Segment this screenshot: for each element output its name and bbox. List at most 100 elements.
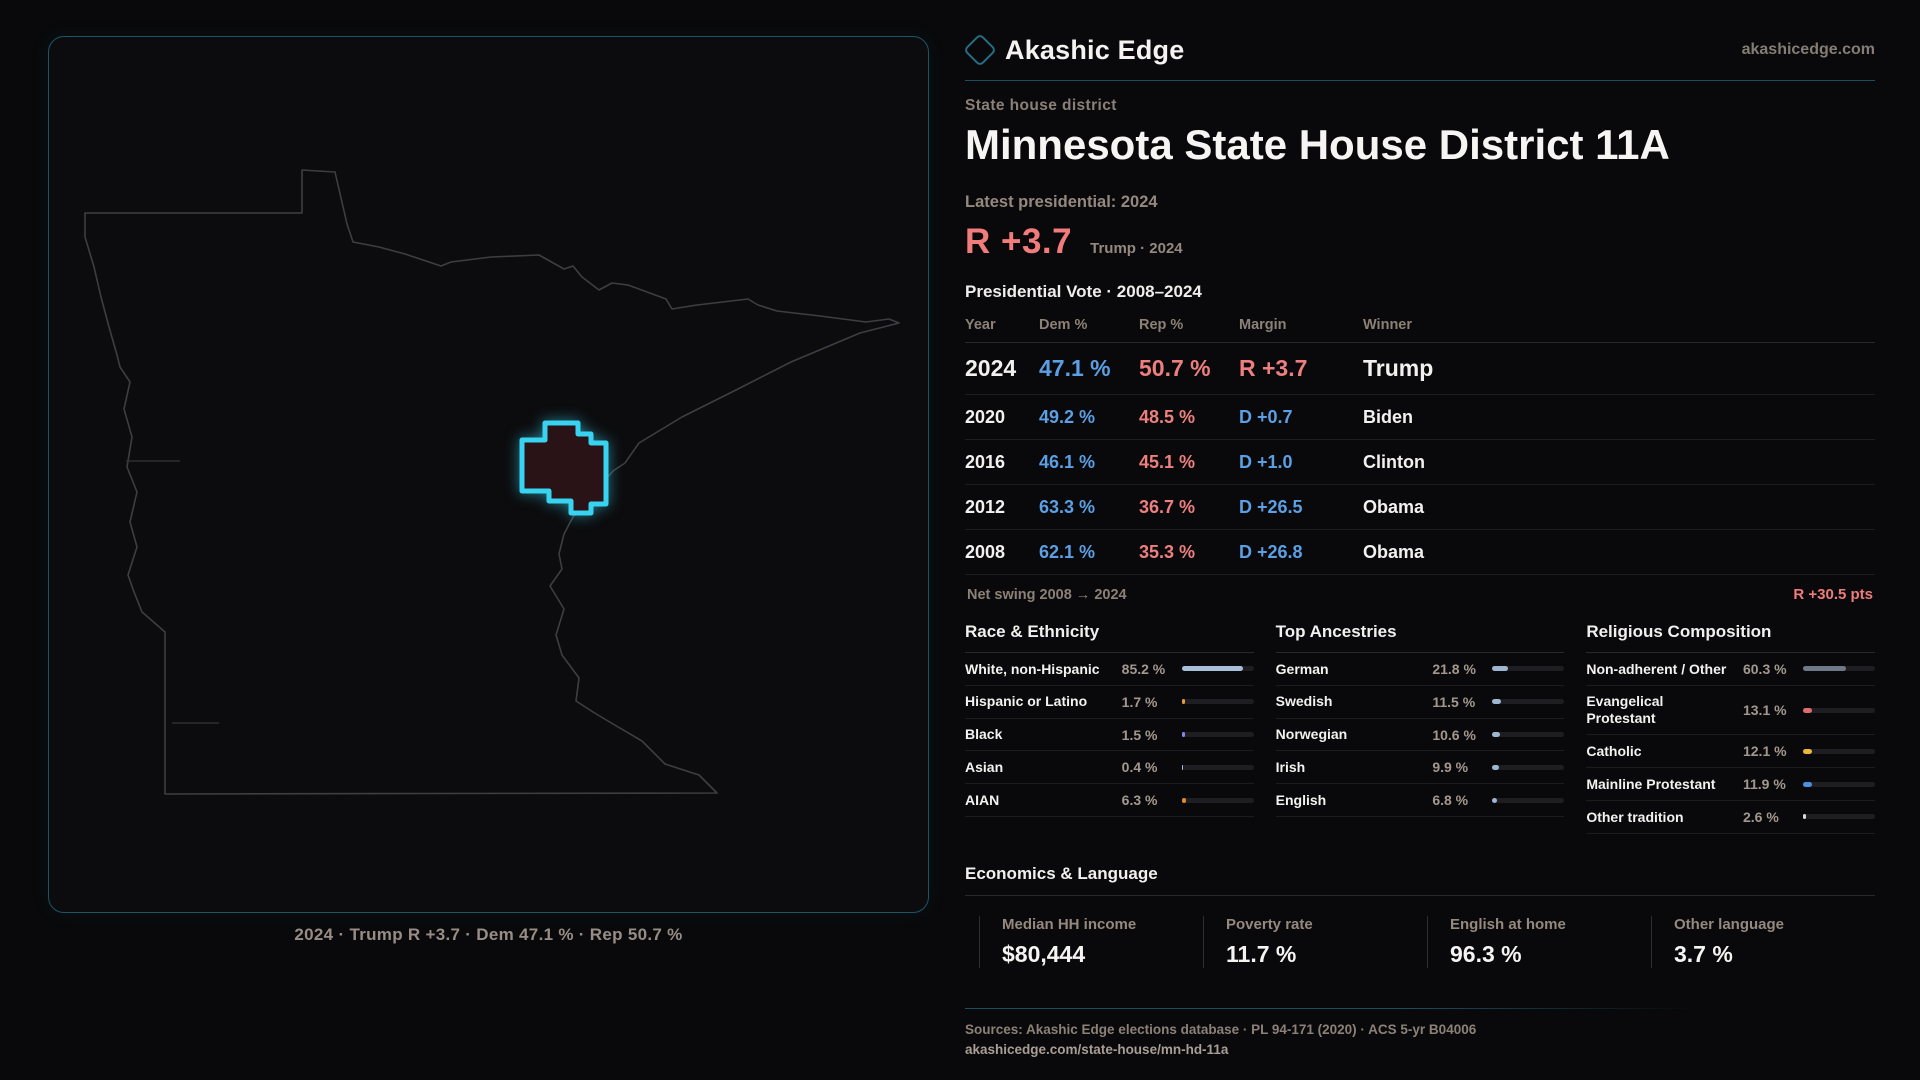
race-ethnicity-section: Race & Ethnicity White, non-Hispanic 85.2… bbox=[965, 622, 1254, 834]
race-ethnicity-list: White, non-Hispanic 85.2 % Hispanic or Lat… bbox=[965, 653, 1254, 818]
list-item: Swedish 11.5 % bbox=[1275, 686, 1565, 719]
winner-cell: Biden bbox=[1363, 395, 1875, 441]
demo-label: Irish bbox=[1275, 758, 1306, 775]
header: Akashic Edge akashicedge.com bbox=[963, 30, 1875, 70]
demo-bar-fill bbox=[1492, 732, 1500, 738]
stat-poverty-rate: Poverty rate 11.7 % bbox=[1203, 915, 1427, 968]
demo-label: Hispanic or Latino bbox=[965, 693, 1088, 710]
top-ancestries-section: Top Ancestries German 21.8 % Swedish 11.5 %… bbox=[1275, 622, 1565, 834]
demo-bar-fill bbox=[1802, 707, 1813, 713]
winner-cell: Clinton bbox=[1363, 440, 1875, 486]
report-panel: Akashic Edge akashicedge.com State house… bbox=[963, 30, 1875, 1057]
year-cell: 2008 bbox=[965, 530, 1039, 576]
table-row: 2016 46.1 % 45.1 % D +1.0 Clinton bbox=[965, 440, 1875, 486]
stat-label: Median HH income bbox=[1002, 915, 1137, 933]
rep-cell: 45.1 % bbox=[1139, 440, 1239, 486]
stat-other-language: Other language 3.7 % bbox=[1651, 915, 1875, 968]
rep-cell: 35.3 % bbox=[1139, 530, 1239, 576]
demo-bar-track bbox=[1492, 666, 1565, 672]
demo-label: Catholic bbox=[1586, 742, 1642, 759]
dem-cell: 46.1 % bbox=[1039, 440, 1139, 486]
demo-value: 10.6 % bbox=[1432, 726, 1476, 743]
year-cell: 2012 bbox=[965, 485, 1039, 531]
dem-cell: 62.1 % bbox=[1039, 530, 1139, 576]
demo-bar-track bbox=[1802, 707, 1875, 713]
demo-value: 21.8 % bbox=[1432, 660, 1476, 677]
demo-label: English bbox=[1275, 791, 1327, 808]
table-row: 2024 47.1 % 50.7 % R +3.7 Trump bbox=[965, 343, 1875, 396]
demo-bar-track bbox=[1181, 699, 1254, 705]
demo-bar-track bbox=[1802, 748, 1875, 754]
demographics-grid: Race & Ethnicity White, non-Hispanic 85.2… bbox=[965, 622, 1875, 834]
dem-cell: 49.2 % bbox=[1039, 395, 1139, 441]
economics-title: Economics & Language bbox=[965, 864, 1875, 896]
list-item: Other tradition 2.6 % bbox=[1586, 801, 1875, 834]
margin-cell: D +1.0 bbox=[1239, 440, 1363, 486]
page-title: Minnesota State House District 11A bbox=[965, 121, 1670, 168]
rep-cell: 50.7 % bbox=[1139, 343, 1239, 396]
demo-label: Black bbox=[965, 726, 1003, 743]
site-link[interactable]: akashicedge.com bbox=[1741, 41, 1875, 58]
vote-table-header: Year Dem % Rep % Margin Winner bbox=[965, 312, 1875, 344]
demo-bar-fill bbox=[1492, 764, 1500, 770]
demo-bar-track bbox=[1802, 781, 1875, 787]
list-item: AIAN 6.3 % bbox=[965, 784, 1254, 818]
stat-label: Poverty rate bbox=[1226, 915, 1313, 933]
dem-cell: 63.3 % bbox=[1039, 485, 1139, 531]
dem-cell: 47.1 % bbox=[1039, 343, 1139, 396]
vote-table-header-cell: Margin bbox=[1239, 312, 1363, 344]
stat-label: English at home bbox=[1450, 915, 1566, 933]
winner-cell: Obama bbox=[1363, 485, 1875, 531]
list-item: White, non-Hispanic 85.2 % bbox=[965, 653, 1254, 686]
demo-value: 60.3 % bbox=[1742, 660, 1787, 677]
diamond-icon bbox=[963, 33, 997, 67]
headline-margin-context: Trump · 2024 bbox=[1090, 240, 1183, 258]
religious-composition-list: Non-adherent / Other 60.3 % Evangelical Pr… bbox=[1586, 653, 1875, 834]
footer-url-link[interactable]: akashicedge.com/state-house/mn-hd-11a bbox=[965, 1041, 1229, 1057]
list-item: Non-adherent / Other 60.3 % bbox=[1586, 653, 1875, 686]
economics-section: Economics & Language Median HH income $8… bbox=[965, 864, 1875, 968]
demo-label: AIAN bbox=[965, 791, 1000, 808]
demo-value: 85.2 % bbox=[1121, 660, 1166, 677]
rep-cell: 36.7 % bbox=[1139, 485, 1239, 531]
margin-cell: R +3.7 bbox=[1239, 343, 1363, 396]
eyebrow-label: State house district bbox=[965, 97, 1117, 114]
list-item: Black 1.5 % bbox=[965, 719, 1254, 752]
rep-cell: 48.5 % bbox=[1139, 395, 1239, 441]
stat-value: $80,444 bbox=[1002, 940, 1086, 967]
district-11a-shape[interactable] bbox=[519, 420, 609, 516]
table-row: 2020 49.2 % 48.5 % D +0.7 Biden bbox=[965, 395, 1875, 441]
list-item: German 21.8 % bbox=[1275, 653, 1565, 686]
demo-value: 1.5 % bbox=[1121, 726, 1158, 743]
list-item: Irish 9.9 % bbox=[1275, 751, 1565, 785]
demo-label: Evangelical Protestant bbox=[1586, 693, 1664, 727]
stat-english-at-home: English at home 96.3 % bbox=[1427, 915, 1651, 968]
list-item: Norwegian 10.6 % bbox=[1275, 719, 1565, 752]
top-ancestries-title: Top Ancestries bbox=[1275, 622, 1565, 654]
stat-median-hh-income: Median HH income $80,444 bbox=[979, 915, 1203, 968]
economics-stats: Median HH income $80,444 Poverty rate 11… bbox=[979, 915, 1875, 968]
vote-table-header-cell: Year bbox=[965, 312, 1039, 344]
vote-table-title: Presidential Vote · 2008–2024 bbox=[965, 282, 1202, 302]
demo-label: Mainline Protestant bbox=[1586, 775, 1716, 792]
list-item: English 6.8 % bbox=[1275, 784, 1565, 818]
latest-presidential-label: Latest presidential: 2024 bbox=[965, 193, 1158, 212]
demo-value: 6.3 % bbox=[1121, 792, 1158, 809]
demo-value: 13.1 % bbox=[1742, 702, 1787, 719]
demo-label: German bbox=[1275, 660, 1329, 677]
demo-bar-fill bbox=[1181, 666, 1243, 672]
winner-cell: Trump bbox=[1363, 343, 1875, 396]
headline-margin-row: R +3.7 Trump · 2024 bbox=[965, 222, 1875, 262]
net-swing-value: R +30.5 pts bbox=[1793, 586, 1873, 604]
stat-label: Other language bbox=[1674, 915, 1785, 933]
demo-bar-track bbox=[1802, 814, 1875, 820]
list-item: Catholic 12.1 % bbox=[1586, 735, 1875, 769]
demo-label: Swedish bbox=[1275, 693, 1333, 710]
map-caption: 2024 · Trump R +3.7 · Dem 47.1 % · Rep 5… bbox=[294, 925, 683, 944]
stat-value: 3.7 % bbox=[1674, 940, 1733, 967]
margin-cell: D +26.8 bbox=[1239, 530, 1363, 576]
demo-label: White, non-Hispanic bbox=[965, 660, 1100, 677]
minnesota-map bbox=[84, 169, 900, 795]
demo-value: 12.1 % bbox=[1742, 743, 1787, 760]
demo-bar-track bbox=[1492, 699, 1565, 705]
